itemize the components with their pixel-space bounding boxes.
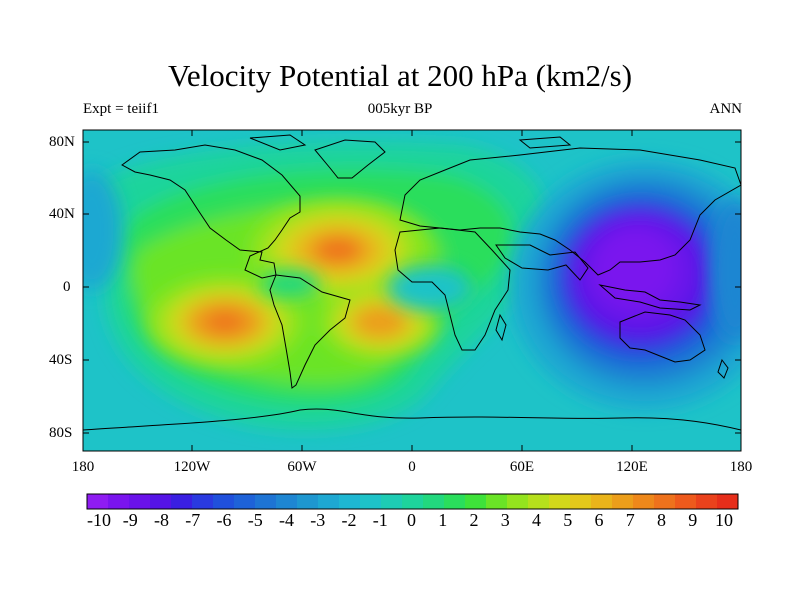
map-frame xyxy=(82,129,742,452)
colorbar-swatch xyxy=(129,494,151,509)
colorbar-tick-label: 8 xyxy=(657,510,666,530)
colorbar-tick-label: -1 xyxy=(372,510,388,530)
colorbar-swatch xyxy=(675,494,697,509)
colorbar-swatch xyxy=(444,494,466,509)
colorbar-tick-label: 7 xyxy=(625,510,635,530)
colorbar-swatch xyxy=(654,494,676,509)
lon-label-180-east: 180 xyxy=(729,459,753,475)
colorbar-tick-label: -6 xyxy=(216,510,232,530)
colorbar-swatch xyxy=(570,494,592,509)
colorbar-swatch xyxy=(276,494,298,509)
colorbar-swatch xyxy=(318,494,340,509)
colorbar-swatch xyxy=(507,494,529,509)
colorbar-swatch xyxy=(549,494,571,509)
colorbar-swatch xyxy=(633,494,655,509)
colorbar-frame xyxy=(86,493,739,510)
colorbar-swatch xyxy=(717,494,739,509)
lat-label-80s: 80S xyxy=(49,425,73,441)
coastlines xyxy=(83,134,741,431)
lat-label-equator: 0 xyxy=(63,279,71,295)
colorbar-swatch xyxy=(402,494,424,509)
lat-label-40n: 40N xyxy=(49,206,75,222)
colorbar-swatch xyxy=(297,494,319,509)
colorbar-tick-label: 4 xyxy=(532,510,541,530)
pacific-edges xyxy=(83,170,741,340)
colorbar-tick-label: -8 xyxy=(154,510,169,530)
colorbar-swatch xyxy=(255,494,277,509)
colorbar-swatch xyxy=(108,494,130,509)
page-title: Velocity Potential at 200 hPa (km2/s) xyxy=(167,58,633,93)
colorbar-swatch xyxy=(339,494,361,509)
map-field xyxy=(83,130,741,451)
colorbar-swatch xyxy=(87,494,109,509)
colorbar-tick-label: 10 xyxy=(715,510,733,530)
colorbar-tick-label: 3 xyxy=(500,510,510,530)
colorbar-tick-label: 2 xyxy=(469,510,479,530)
lon-label-120e: 120E xyxy=(616,459,648,475)
colorbar-tick-label: -9 xyxy=(122,510,138,530)
colorbar-tick-label: 5 xyxy=(563,510,573,530)
colorbar-tick-label: 6 xyxy=(594,510,604,530)
colorbar-swatch xyxy=(360,494,382,509)
colorbar-tick-label: -7 xyxy=(185,510,201,530)
colorbar-swatch xyxy=(213,494,235,509)
colorbar-tick-label: -4 xyxy=(279,510,294,530)
colorbar-tick-label: 1 xyxy=(438,510,448,530)
colorbar-tick-label: -2 xyxy=(341,510,357,530)
lon-label-180-west: 180 xyxy=(71,459,95,475)
colorbar xyxy=(86,493,739,510)
colorbar-tick-label: 9 xyxy=(688,510,698,530)
colorbar-tick-label: -10 xyxy=(87,510,111,530)
colorbar-swatch xyxy=(192,494,214,509)
lon-label-120w: 120W xyxy=(173,459,211,475)
lon-label-0: 0 xyxy=(408,459,416,475)
lon-label-60w: 60W xyxy=(287,459,317,475)
colorbar-swatch xyxy=(171,494,193,509)
colorbar-swatch xyxy=(528,494,550,509)
lat-label-80n: 80N xyxy=(49,134,75,150)
colorbar-swatch xyxy=(696,494,718,509)
lon-label-60e: 60E xyxy=(509,459,535,475)
experiment-label: Expt = teiif1 xyxy=(83,101,159,117)
colorbar-swatch xyxy=(612,494,634,509)
period-label: 005kyr BP xyxy=(367,101,433,117)
colorbar-tick-label: 0 xyxy=(407,510,416,530)
season-label: ANN xyxy=(709,101,743,117)
colorbar-swatch xyxy=(591,494,613,509)
colorbar-swatch xyxy=(234,494,256,509)
colorbar-tick-label: -3 xyxy=(310,510,326,530)
colorbar-tick-label: -5 xyxy=(247,510,263,530)
colorbar-swatch xyxy=(486,494,508,509)
lat-label-40s: 40S xyxy=(49,352,73,368)
colorbar-swatch xyxy=(381,494,403,509)
colorbar-swatch xyxy=(465,494,487,509)
colorbar-swatch xyxy=(423,494,445,509)
colorbar-swatch xyxy=(150,494,172,509)
